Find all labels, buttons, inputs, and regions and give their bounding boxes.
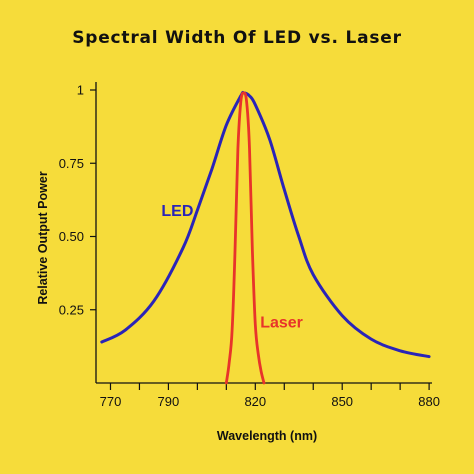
y-tick-label: 0.25 xyxy=(59,302,84,317)
series-layer: LED Laser xyxy=(100,90,431,385)
laser-series-label: Laser xyxy=(260,314,303,331)
x-tick-label: 850 xyxy=(331,394,353,409)
x-axis-label: Wavelength (nm) xyxy=(217,429,317,443)
x-tick-label: 770 xyxy=(100,394,122,409)
x-tick-label: 820 xyxy=(244,394,266,409)
axes: 770 790 820 850 880 0.25 0.50 0.75 1 xyxy=(59,82,440,409)
y-tick-label: 0.50 xyxy=(59,229,84,244)
y-tick-label: 0.75 xyxy=(59,156,84,171)
y-tick-label: 1 xyxy=(77,83,84,98)
laser-curve xyxy=(224,91,266,385)
x-tick-label: 880 xyxy=(418,394,440,409)
led-series-label: LED xyxy=(161,203,193,220)
x-tick-label: 790 xyxy=(158,394,180,409)
y-axis-label: Relative Output Power xyxy=(36,171,50,304)
chart-title: Spectral Width Of LED vs. Laser xyxy=(72,28,402,48)
led-curve xyxy=(100,90,431,359)
